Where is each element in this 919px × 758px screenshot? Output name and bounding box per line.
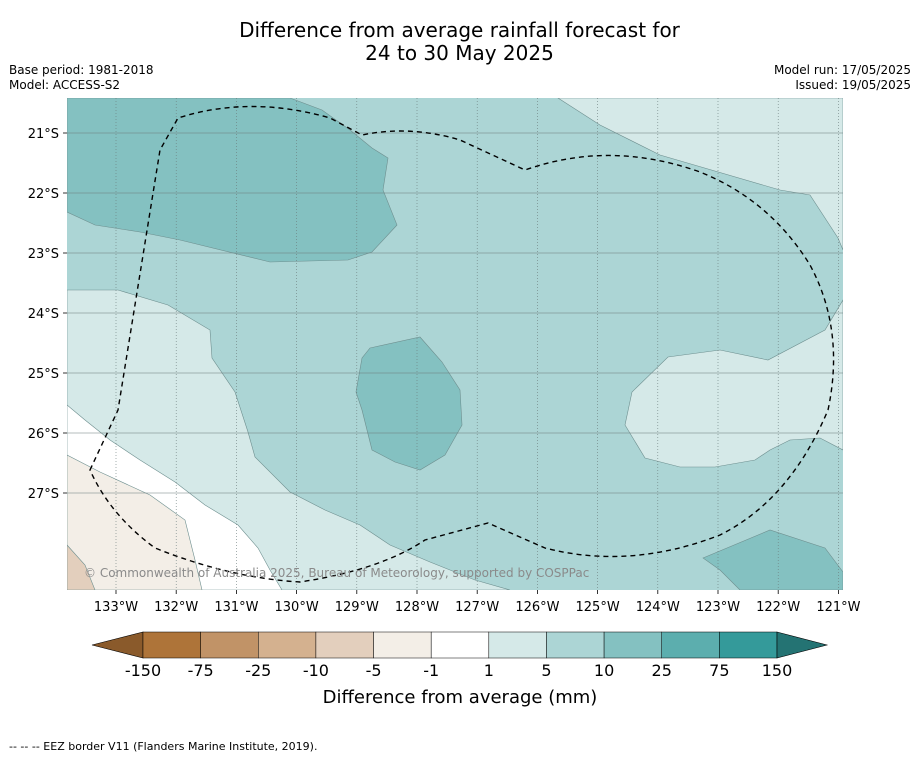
run-info: Model run: 17/05/2025 Issued: 19/05/2025: [774, 63, 911, 93]
lat-tick-label: 26°S: [28, 427, 59, 442]
colorbar-tick-label: 5: [541, 661, 551, 680]
longitude-axis: 133°W 132°W 131°W 130°W 129°W 128°W 127°W 126°W…: [94, 590, 861, 615]
colorbar-cell: [142, 631, 201, 659]
colorbar-title: Difference from average (mm): [323, 687, 598, 708]
eez-border-dashed: [89, 105, 835, 583]
lon-tick-label: 129°W: [335, 600, 379, 615]
lon-tick-label: 122°W: [756, 600, 800, 615]
gridlines: [67, 98, 843, 590]
colorbar-tick-label: -5: [366, 661, 382, 680]
colorbar-tick-label: -150: [125, 661, 161, 680]
map-panel: © Commonwealth of Australia 2025, Bureau…: [67, 98, 843, 590]
colorbar-tick-label: -1: [423, 661, 439, 680]
contour-10-25-southeast: [702, 529, 843, 590]
lat-tick-label: 24°S: [28, 307, 59, 322]
contour-1-5-northeast: [557, 98, 843, 251]
lon-tick-label: 127°W: [455, 600, 499, 615]
colorbar-cell: [719, 631, 778, 659]
title-line-2: 24 to 30 May 2025: [365, 41, 554, 65]
contour-1-5-east: [624, 299, 843, 468]
contour-minus5-minus1: [67, 454, 203, 590]
colorbar: -150 -75 -25 -10 -5 -1 1 5 10 25 75 150 Difference …: [91, 631, 829, 708]
model-info: Base period: 1981-2018 Model: ACCESS-S2: [9, 63, 154, 93]
colorbar-tick-label: -25: [245, 661, 271, 680]
copyright-credit: © Commonwealth of Australia 2025, Bureau…: [84, 566, 589, 580]
model-run-text: Model run: 17/05/2025: [773, 63, 911, 77]
lon-tick-label: 126°W: [515, 600, 559, 615]
colorbar-high-extend: [776, 631, 829, 659]
model-text: Model: ACCESS-S2: [9, 78, 121, 92]
issued-text: Issued: 19/05/2025: [795, 78, 911, 92]
colorbar-tick-label: 25: [652, 661, 672, 680]
lat-tick-label: 21°S: [28, 127, 59, 142]
lon-tick-label: 130°W: [275, 600, 319, 615]
colorbar-cell: [430, 631, 490, 659]
colorbar-low-extend: [91, 631, 144, 659]
lat-tick-label: 27°S: [28, 487, 59, 502]
base-period-text: Base period: 1981-2018: [9, 63, 154, 77]
lon-tick-label: 124°W: [636, 600, 680, 615]
colorbar-tick-label: 10: [594, 661, 614, 680]
contour-10-25-northwest: [67, 98, 398, 263]
colorbar-cell: [373, 631, 432, 659]
lat-tick-label: 23°S: [28, 247, 59, 262]
colorbar-cell: [315, 631, 374, 659]
contour-10-25-central: [355, 336, 463, 471]
colorbar-cell: [546, 631, 605, 659]
colorbar-tick-label: 75: [709, 661, 729, 680]
contour-minus10-minus5: [67, 544, 96, 590]
lat-tick-label: 25°S: [28, 367, 59, 382]
eez-legend-note: -- -- -- EEZ border V11 (Flanders Marine…: [9, 740, 318, 753]
colorbar-cell: [200, 631, 259, 659]
colorbar-tick-label: 1: [484, 661, 494, 680]
lon-tick-label: 123°W: [696, 600, 740, 615]
lon-tick-label: 121°W: [816, 600, 860, 615]
title-line-1: Difference from average rainfall forecas…: [239, 18, 680, 42]
colorbar-tick-label: -75: [188, 661, 214, 680]
map-title: Difference from average rainfall forecas…: [0, 19, 919, 65]
colorbar-cell: [488, 631, 547, 659]
lon-tick-label: 133°W: [94, 600, 138, 615]
colorbar-cell: [258, 631, 317, 659]
colorbar-tick-label: -10: [303, 661, 329, 680]
lon-tick-label: 131°W: [214, 600, 258, 615]
colorbar-cell: [661, 631, 720, 659]
colorbar-tick-label: 150: [762, 661, 793, 680]
colorbar-cell: [603, 631, 662, 659]
lon-tick-label: 132°W: [154, 600, 198, 615]
lon-tick-label: 128°W: [395, 600, 439, 615]
latitude-axis: 21°S 22°S 23°S 24°S 25°S 26°S 27°S: [28, 127, 67, 502]
lon-tick-label: 125°W: [576, 600, 620, 615]
lat-tick-label: 22°S: [28, 187, 59, 202]
